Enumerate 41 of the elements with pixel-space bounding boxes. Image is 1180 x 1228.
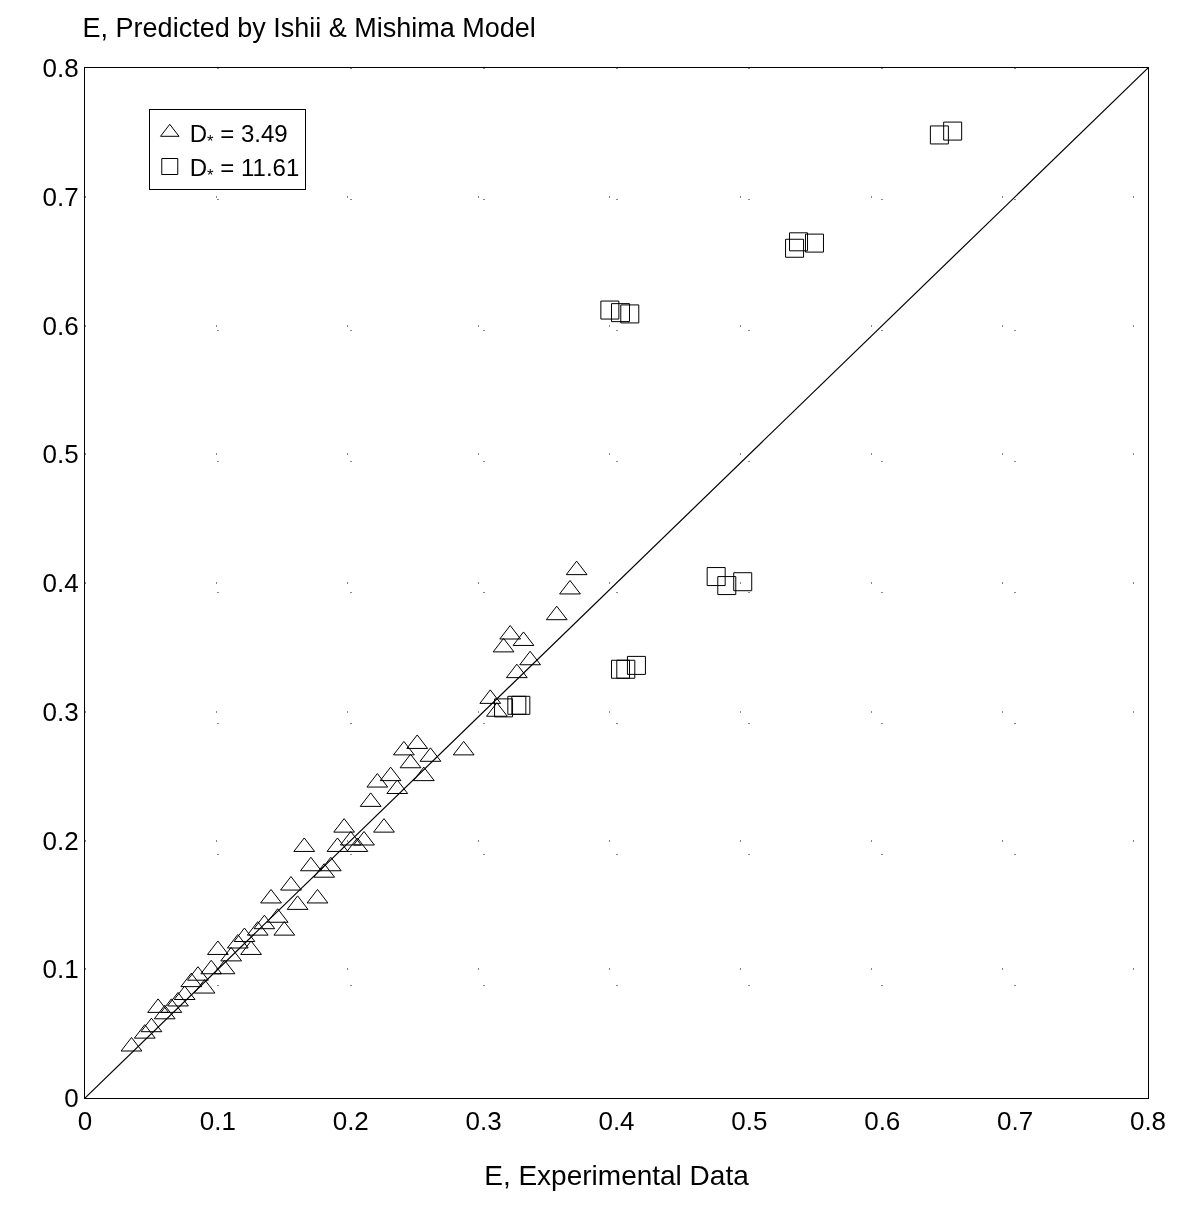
x-tick-label: 0.6 [864,1106,901,1137]
legend-label: D$_{*}$ = 3.49 [189,119,288,151]
legend-label: D$_{*}$ = 11.61 [189,153,300,185]
point [789,232,809,252]
point [300,856,322,872]
y-tick-label: 0.1 [42,954,79,985]
point [943,121,963,141]
y-tick-label: 0 [64,1083,79,1114]
point [804,233,824,253]
point [260,888,282,904]
point [167,991,189,1007]
y-tick-label: 0.3 [42,696,79,727]
point [706,567,726,587]
x-tick-label: 0.1 [199,1106,236,1137]
point [494,698,514,718]
x-tick-label: 0.2 [332,1106,369,1137]
y-tick-label: 0.7 [42,181,79,212]
point [626,655,646,675]
y-tick-label: 0.5 [42,439,79,470]
y-tick-label: 0.4 [42,568,79,599]
x-tick-label: 0.3 [465,1106,502,1137]
point [600,300,620,320]
x-tick-label: 0.5 [731,1106,768,1137]
point [393,740,415,756]
x-tick-label: 0.8 [1129,1106,1167,1137]
x-tick-label: 0.4 [598,1106,635,1137]
y-tick-label: 0.6 [42,310,79,341]
chart-title: E, Predicted by Ishii & Mishima Model [82,13,536,44]
point [620,304,640,324]
point [610,659,630,679]
point [717,576,737,596]
point [929,125,949,145]
y-tick-label: 0.8 [42,53,79,84]
x-tick-label: 0.7 [997,1106,1034,1137]
point [733,572,753,592]
point [616,659,636,679]
point [559,579,581,595]
x-axis-title: E, Experimental Data [484,1160,750,1192]
point [785,238,805,258]
point [610,303,630,323]
y-tick-label: 0.2 [42,825,79,856]
